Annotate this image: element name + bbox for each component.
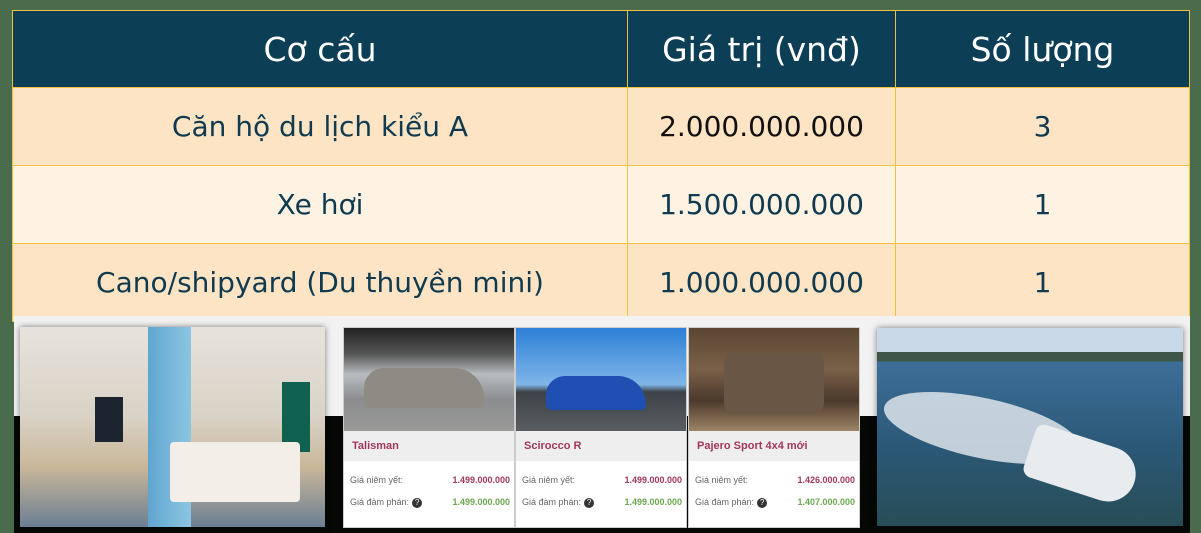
list-price: 1.499.000.000 bbox=[452, 475, 510, 485]
nego-price: 1.499.000.000 bbox=[624, 497, 682, 507]
cell-value: 2.000.000.000 bbox=[627, 87, 896, 166]
prize-table: Cơ cấu Giá trị (vnđ) Số lượng Căn hộ du … bbox=[12, 10, 1190, 322]
list-price-label: Giá niêm yết: bbox=[695, 475, 749, 485]
nego-price-row: Giá đàm phán:? 1.499.000.000 bbox=[516, 491, 686, 513]
cell-item: Cano/shipyard (Du thuyền mini) bbox=[12, 243, 628, 322]
table-header: Cơ cấu Giá trị (vnđ) Số lượng bbox=[12, 10, 1190, 88]
list-price-row: Giá niêm yết: 1.499.000.000 bbox=[344, 469, 514, 491]
bed-shape bbox=[170, 442, 300, 502]
table-row: Căn hộ du lịch kiểu A 2.000.000.000 3 bbox=[12, 87, 1190, 166]
nego-price-label: Giá đàm phán: bbox=[522, 496, 582, 507]
list-price: 1.499.000.000 bbox=[624, 475, 682, 485]
wall-art-shape bbox=[282, 382, 310, 452]
header-structure: Cơ cấu bbox=[12, 10, 628, 88]
cell-qty: 3 bbox=[895, 87, 1190, 166]
list-price-label: Giá niêm yết: bbox=[522, 475, 576, 485]
car-photo bbox=[689, 328, 859, 431]
speedboat-photo bbox=[877, 328, 1183, 526]
car-name: Pajero Sport 4x4 mới bbox=[689, 431, 859, 461]
cell-item: Căn hộ du lịch kiểu A bbox=[12, 87, 628, 166]
table-row: Cano/shipyard (Du thuyền mini) 1.000.000… bbox=[12, 243, 1190, 322]
boat-shape bbox=[1021, 422, 1143, 509]
nego-price: 1.407.000.000 bbox=[797, 497, 855, 507]
car-shape bbox=[364, 368, 484, 408]
header-quantity: Số lượng bbox=[895, 10, 1190, 88]
help-icon[interactable]: ? bbox=[757, 497, 768, 508]
table-row: Xe hơi 1.500.000.000 1 bbox=[12, 165, 1190, 244]
list-price-row: Giá niêm yết: 1.499.000.000 bbox=[516, 469, 686, 491]
car-name: Scirocco R bbox=[516, 431, 686, 461]
car-shape bbox=[546, 376, 646, 410]
tv-shape bbox=[95, 397, 123, 442]
list-price-row: Giá niêm yết: 1.426.000.000 bbox=[689, 469, 859, 491]
nego-price-row: Giá đàm phán:? 1.407.000.000 bbox=[689, 491, 859, 513]
nego-price-row: Giá đàm phán:? 1.499.000.000 bbox=[344, 491, 514, 513]
header-value: Giá trị (vnđ) bbox=[627, 10, 896, 88]
car-shape bbox=[724, 353, 824, 413]
list-price: 1.426.000.000 bbox=[797, 475, 855, 485]
cell-item: Xe hơi bbox=[12, 165, 628, 244]
cell-qty: 1 bbox=[895, 243, 1190, 322]
help-icon[interactable]: ? bbox=[412, 497, 423, 508]
car-card: Scirocco R Giá niêm yết: 1.499.000.000 Gi… bbox=[515, 327, 687, 528]
help-icon[interactable]: ? bbox=[584, 497, 595, 508]
car-name: Talisman bbox=[344, 431, 514, 461]
car-photo bbox=[344, 328, 514, 431]
cell-qty: 1 bbox=[895, 165, 1190, 244]
nego-price-label: Giá đàm phán: bbox=[350, 496, 410, 507]
cell-value: 1.000.000.000 bbox=[627, 243, 896, 322]
cell-value: 1.500.000.000 bbox=[627, 165, 896, 244]
car-photo bbox=[516, 328, 686, 431]
list-price-label: Giá niêm yết: bbox=[350, 475, 404, 485]
car-card: Talisman Giá niêm yết: 1.499.000.000 Giá … bbox=[343, 327, 515, 528]
car-card: Pajero Sport 4x4 mới Giá niêm yết: 1.426.… bbox=[688, 327, 860, 528]
apartment-photo bbox=[20, 327, 325, 527]
nego-price: 1.499.000.000 bbox=[452, 497, 510, 507]
nego-price-label: Giá đàm phán: bbox=[695, 496, 755, 507]
